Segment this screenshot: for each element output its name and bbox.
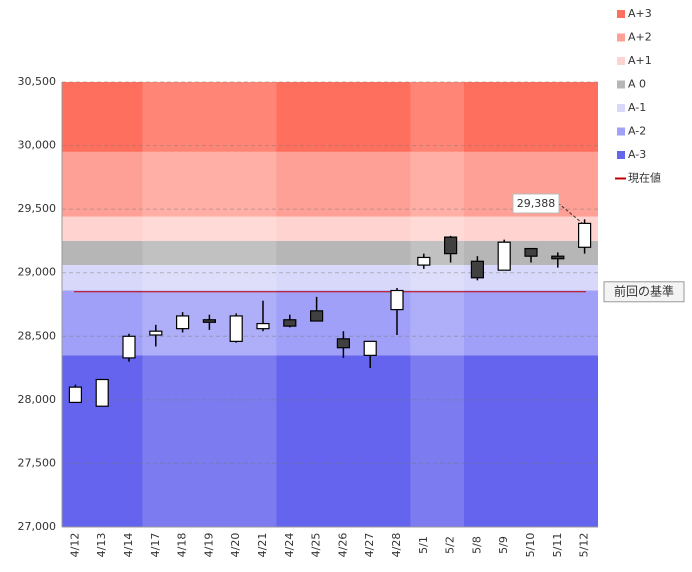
- candle-body: [497, 241, 511, 271]
- x-tick-label: 4/28: [390, 533, 403, 558]
- legend-label: A 0: [628, 78, 646, 91]
- x-tick-label: 4/26: [336, 533, 349, 558]
- candle-body: [256, 322, 270, 330]
- legend-label: A-1: [628, 101, 646, 114]
- legend-swatch: [617, 33, 625, 42]
- candle-body: [149, 330, 163, 336]
- zone-band: [62, 151, 598, 217]
- candle-body: [202, 319, 216, 323]
- candle-body: [310, 310, 324, 322]
- x-tick-label: 4/17: [149, 533, 162, 558]
- legend-label: A-3: [628, 148, 646, 161]
- candle-body: [524, 247, 538, 257]
- legend-swatch: [617, 10, 625, 18]
- x-tick-label: 4/12: [68, 533, 81, 558]
- zone-band: [62, 216, 598, 241]
- candle-body: [470, 260, 484, 279]
- y-tick-label: 28,500: [18, 329, 57, 342]
- legend-label: A+2: [628, 31, 652, 44]
- legend-swatch: [617, 127, 625, 136]
- x-tick-label: 5/1: [417, 536, 430, 554]
- y-tick-label: 27,500: [18, 456, 57, 469]
- current-box: [512, 193, 560, 214]
- x-tick-label: 4/27: [363, 533, 376, 558]
- legend-label: A-2: [628, 125, 646, 138]
- zone-band: [62, 290, 598, 356]
- legend-swatch: [617, 57, 625, 65]
- y-tick-label: 30,000: [18, 139, 57, 152]
- current-label: 29,388: [517, 197, 556, 210]
- candle-body: [176, 315, 190, 330]
- x-tick-label: 5/12: [578, 533, 591, 558]
- candle-body: [363, 340, 377, 356]
- y-tick-label: 30,500: [18, 75, 57, 88]
- y-tick-label: 29,500: [18, 202, 57, 215]
- reference-label: 前回の基準: [614, 283, 674, 298]
- candle-body: [551, 255, 565, 260]
- y-tick-label: 28,000: [18, 393, 57, 406]
- x-tick-label: 4/18: [176, 533, 189, 558]
- candle-body: [577, 222, 592, 248]
- x-tick-label: 4/14: [122, 533, 135, 558]
- candle-body: [283, 319, 297, 327]
- x-tick-label: 4/13: [95, 533, 108, 558]
- x-tick-label: 5/9: [497, 536, 510, 554]
- x-tick-label: 5/10: [524, 533, 537, 558]
- candle-body: [336, 338, 350, 349]
- candle-body: [444, 236, 458, 255]
- x-tick-label: 5/2: [444, 536, 457, 554]
- reference-box: [603, 281, 685, 303]
- y-tick-label: 29,000: [18, 266, 57, 279]
- x-tick-label: 5/8: [470, 536, 483, 554]
- current-leader: [557, 202, 583, 224]
- x-tick-label: 4/20: [229, 533, 242, 558]
- week-shade: [410, 82, 464, 527]
- y-tick-label: 27,000: [18, 520, 57, 533]
- candle-body: [229, 315, 243, 342]
- candle-body: [68, 386, 83, 403]
- legend-label: A+1: [628, 54, 652, 67]
- zone-band: [62, 355, 598, 527]
- candle-body: [95, 378, 109, 407]
- candle-body: [417, 256, 431, 266]
- x-tick-label: 4/24: [283, 533, 296, 558]
- legend-swatch: [617, 104, 625, 112]
- x-tick-label: 5/11: [551, 533, 564, 558]
- legend-label: A+3: [628, 7, 652, 20]
- legend-swatch: [617, 80, 625, 89]
- week-shade: [142, 82, 277, 527]
- x-tick-label: 4/21: [256, 533, 269, 558]
- candle-body: [390, 289, 404, 311]
- legend-swatch: [617, 151, 625, 159]
- zone-band: [62, 82, 598, 152]
- x-tick-label: 4/19: [202, 533, 215, 558]
- legend-label: 現在値: [628, 172, 661, 185]
- x-tick-label: 4/25: [310, 533, 323, 558]
- candle-body: [122, 335, 136, 359]
